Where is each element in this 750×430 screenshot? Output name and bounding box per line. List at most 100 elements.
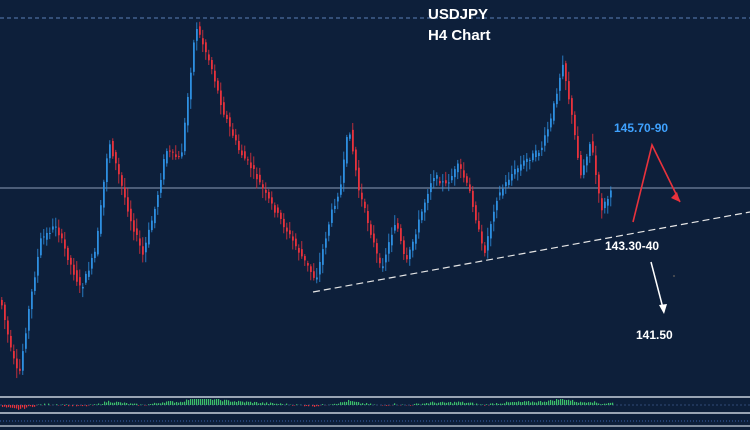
candle-body: [67, 247, 69, 261]
indicator-bar: [444, 402, 446, 405]
candle-body: [409, 249, 411, 260]
indicator-bar: [592, 402, 594, 405]
indicator-bar: [354, 401, 356, 405]
indicator-bar: [422, 403, 424, 405]
indicator-bar: [520, 402, 522, 405]
candle-body: [451, 175, 453, 181]
candle-body: [391, 234, 393, 246]
indicator-bar: [446, 402, 448, 405]
candle-body: [550, 118, 552, 128]
candle-body: [406, 255, 408, 260]
indicator-bar: [154, 402, 156, 405]
indicator-bar: [244, 402, 246, 405]
candle-body: [274, 205, 276, 213]
candle-body: [508, 179, 510, 185]
candle-body: [400, 228, 402, 242]
candle-body: [421, 211, 423, 221]
indicator-bar: [22, 405, 24, 408]
indicator-bar: [212, 399, 214, 405]
indicator-bar: [118, 401, 120, 405]
indicator-bar: [368, 404, 370, 405]
indicator-bar: [204, 399, 206, 405]
indicator-bar: [264, 403, 266, 405]
indicator-bar: [122, 403, 124, 405]
candle-body: [232, 129, 234, 136]
indicator-bar: [136, 403, 138, 405]
candle-body: [445, 180, 447, 184]
indicator-bar: [580, 401, 582, 405]
candle-body: [73, 264, 75, 275]
candle-body: [277, 207, 279, 213]
candle-body: [352, 129, 354, 152]
candle-body: [388, 242, 390, 254]
indicator-bar: [492, 403, 494, 405]
candle-body: [466, 176, 468, 183]
candle-body: [295, 238, 297, 247]
candle-body: [544, 135, 546, 146]
indicator-bar: [338, 403, 340, 405]
candle-body: [427, 193, 429, 203]
candle-body: [373, 233, 375, 243]
indicator-bar: [438, 402, 440, 405]
indicator-bar: [604, 403, 606, 405]
indicator-bar: [584, 402, 586, 405]
candle-body: [157, 194, 159, 207]
candle-body: [334, 205, 336, 210]
indicator-bar: [198, 399, 200, 405]
candle-body: [610, 190, 612, 198]
indicator-bar: [564, 399, 566, 405]
candle-body: [124, 187, 126, 198]
indicator-bar: [576, 402, 578, 405]
indicator-bar: [426, 403, 428, 405]
indicator-bar: [586, 402, 588, 405]
indicator-bar: [218, 399, 220, 405]
candle-body: [61, 233, 63, 239]
indicator-bar: [458, 401, 460, 405]
indicator-bar: [436, 403, 438, 405]
candle-body: [118, 164, 120, 175]
indicator-bar: [352, 401, 354, 405]
indicator-bar: [170, 400, 172, 405]
candle-body: [235, 134, 237, 141]
indicator-bar: [440, 402, 442, 405]
candle-body: [106, 158, 108, 183]
indicator-bar: [336, 404, 338, 405]
candle-body: [505, 182, 507, 187]
indicator-bar: [358, 402, 360, 405]
indicator-bar: [86, 405, 88, 407]
indicator-bar: [28, 405, 30, 407]
indicator-bar: [260, 403, 262, 405]
candle-body: [241, 150, 243, 156]
indicator-bar: [518, 401, 520, 405]
candle-body: [526, 158, 528, 162]
candle-body: [49, 233, 51, 235]
candle-body: [217, 80, 219, 91]
indicator-bar: [128, 404, 130, 405]
indicator-bar: [184, 401, 186, 405]
candle-body: [511, 174, 513, 181]
indicator-bar: [424, 403, 426, 405]
indicator-bar: [140, 404, 142, 405]
candle-body: [55, 226, 57, 228]
indicator-bar: [108, 400, 110, 405]
indicator-bar: [64, 405, 66, 406]
candle-body: [322, 249, 324, 265]
indicator-bar: [250, 401, 252, 405]
candle-body: [418, 219, 420, 233]
candle-body: [394, 225, 396, 231]
indicator-bar: [370, 403, 372, 405]
indicator-bar: [476, 403, 478, 405]
indicator-bar: [240, 401, 242, 405]
indicator-bar: [350, 401, 352, 405]
indicator-bar: [524, 401, 526, 405]
indicator-bar: [532, 401, 534, 405]
candle-body: [169, 150, 171, 152]
indicator-bar: [602, 404, 604, 405]
candle-body: [514, 169, 516, 175]
indicator-bar: [472, 402, 474, 405]
candle-body: [286, 227, 288, 232]
indicator-bar: [356, 401, 358, 405]
